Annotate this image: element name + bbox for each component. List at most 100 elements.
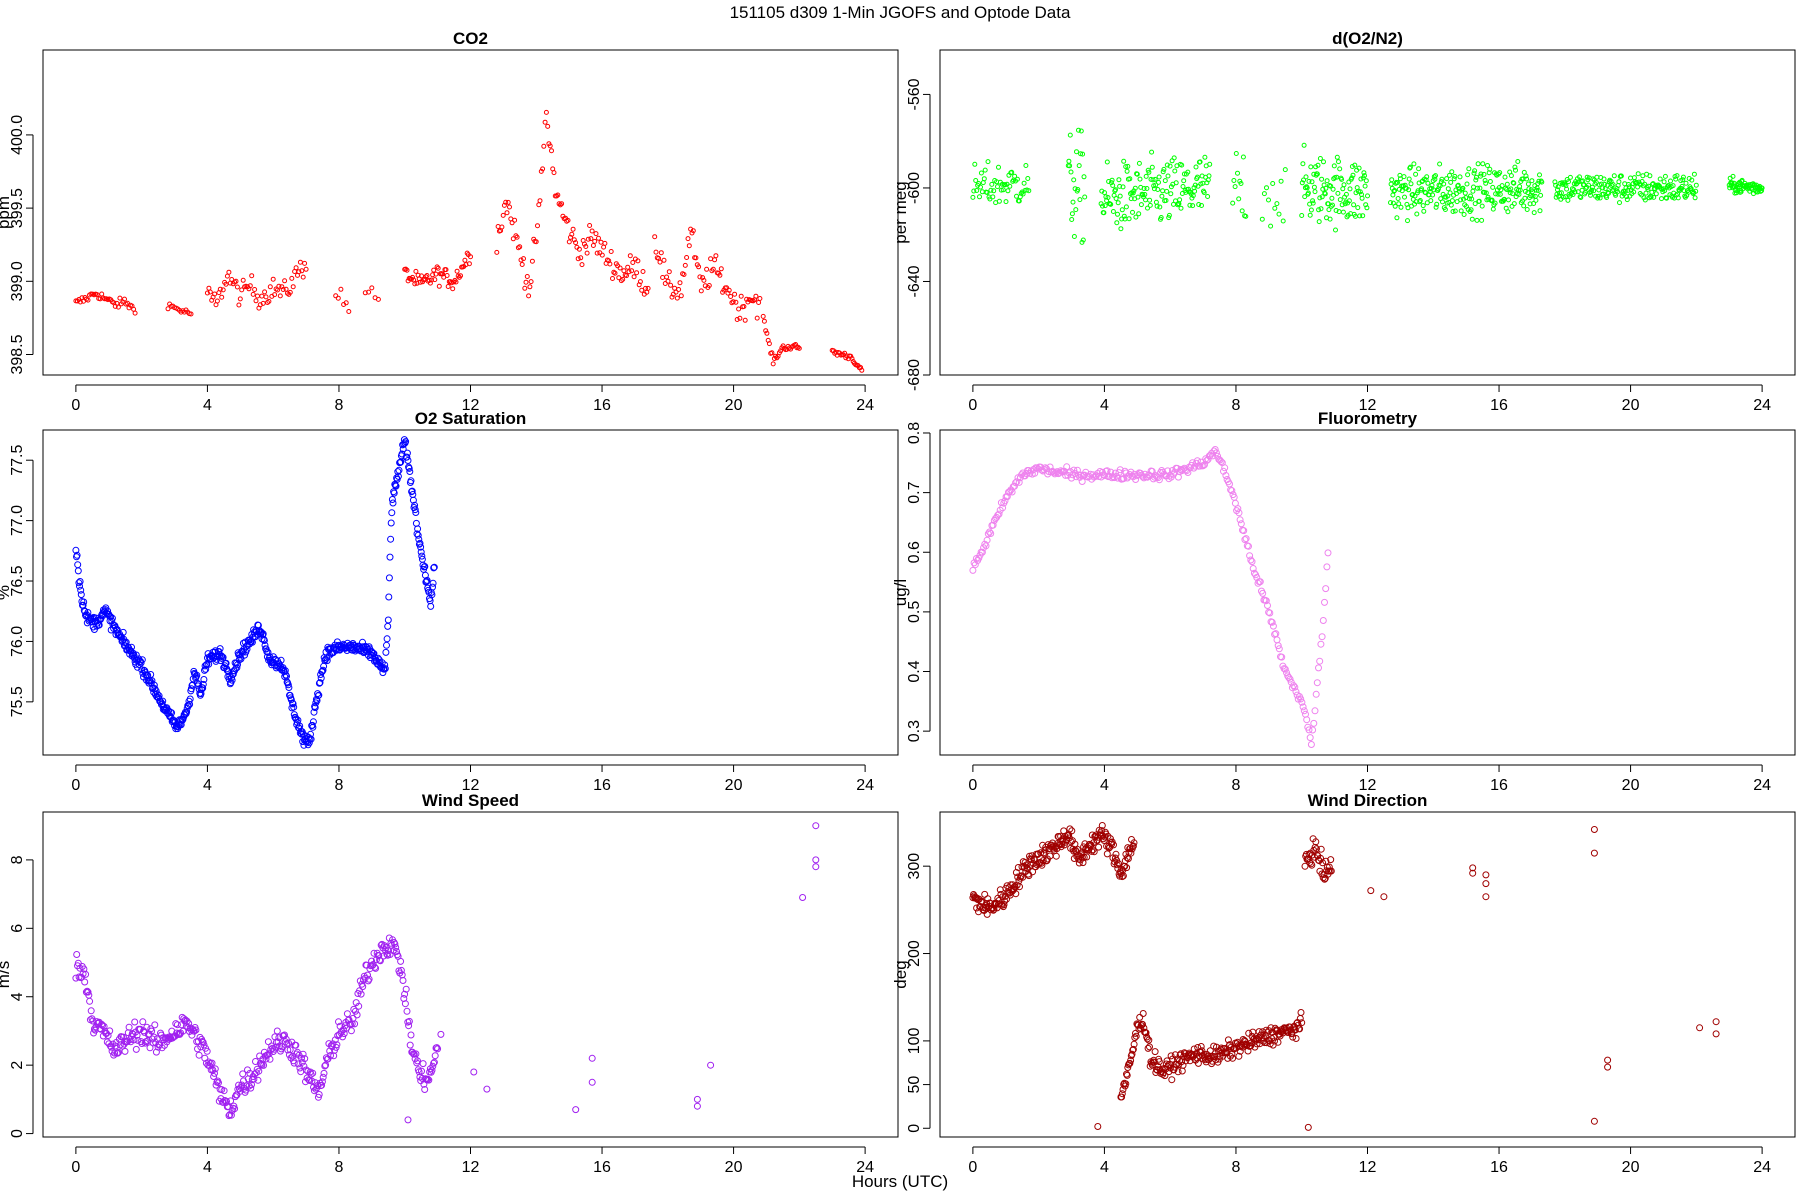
data-point [1401,174,1407,180]
data-point [128,1030,136,1037]
data-point [696,264,702,270]
data-point [285,1039,293,1047]
data-point [357,990,365,998]
data-point [198,1038,206,1045]
data-point [470,1068,478,1076]
data-point [1076,163,1082,169]
data-point [1241,536,1249,544]
data-point [1326,207,1332,213]
data-point [289,700,297,708]
data-point [72,546,80,554]
data-point [435,265,441,271]
data-point [1466,196,1472,202]
y-tick-label: 200 [906,940,923,967]
data-point [421,1086,429,1093]
data-point [375,296,381,302]
data-point [281,1031,288,1039]
data-point [1232,184,1238,190]
data-point [381,665,389,673]
data-point [1167,163,1173,169]
data-point [424,1075,432,1083]
data-point [1102,830,1110,838]
data-point [1481,171,1487,177]
data-point [391,940,399,948]
data-point [1110,183,1116,188]
data-point [1038,861,1046,869]
data-point [1553,194,1559,200]
data-point [396,459,404,466]
data-point [1524,207,1530,212]
data-points [970,127,1765,245]
data-point [314,1093,322,1101]
data-point [1416,166,1422,172]
data-point [1282,167,1288,173]
data-point [730,299,736,305]
data-point [1021,180,1027,186]
data-point [1428,198,1434,204]
data-point [308,1077,316,1085]
data-point [1300,161,1306,167]
data-point [1445,193,1451,199]
data-point [1212,449,1220,457]
data-point [637,279,643,285]
data-point [1063,463,1071,471]
y-axis-label: % [0,585,13,600]
data-point [214,298,220,304]
data-point [1248,558,1256,566]
data-point [1524,176,1530,182]
data-point [1130,209,1135,215]
data-point [299,730,307,738]
data-point [263,294,269,300]
data-point [392,944,400,951]
data-point [1197,1043,1205,1050]
y-tick-label: 76.0 [9,626,26,657]
y-tick-label: 2 [9,1061,26,1070]
data-point [1102,203,1108,209]
data-point [119,628,127,636]
data-point [1485,163,1490,168]
data-point [1661,179,1667,185]
data-point [1347,186,1353,192]
y-tick-label: 77.0 [9,505,26,536]
data-point [1759,188,1765,194]
data-point [1147,202,1153,208]
data-point [1023,163,1029,168]
data-point [1235,170,1240,176]
data-point [981,176,987,182]
data-point [412,1050,420,1058]
data-point [1469,196,1475,202]
data-point [389,499,397,507]
x-tick-label: 0 [71,1159,80,1176]
data-point [296,269,302,275]
data-point [430,272,436,278]
data-point [309,718,317,726]
data-point [588,1078,596,1086]
data-point [1485,194,1491,200]
data-point [1328,203,1334,209]
data-point [260,1061,268,1069]
y-axis-label: ppm [0,196,13,229]
data-point [1104,159,1110,165]
data-point [1113,196,1119,201]
data-point [1129,1045,1137,1053]
data-point [1590,826,1598,833]
data-point [1529,178,1535,184]
data-point [1510,180,1516,186]
y-axis: 0 2 4 6 8 [9,855,34,1138]
data-point [504,210,510,216]
data-point [406,468,414,475]
data-point [430,1058,438,1066]
data-point [399,977,407,984]
data-point [77,591,85,599]
data-point [1512,164,1518,170]
data-point [1581,182,1587,188]
data-point [1648,194,1654,200]
data-point [260,637,268,644]
data-point [1165,173,1171,179]
data-point [653,249,659,255]
data-point [79,601,87,609]
data-point [1014,176,1020,182]
x-tick-label: 20 [1622,1159,1640,1176]
data-point [999,893,1007,901]
x-tick-label: 24 [1753,1159,1771,1176]
